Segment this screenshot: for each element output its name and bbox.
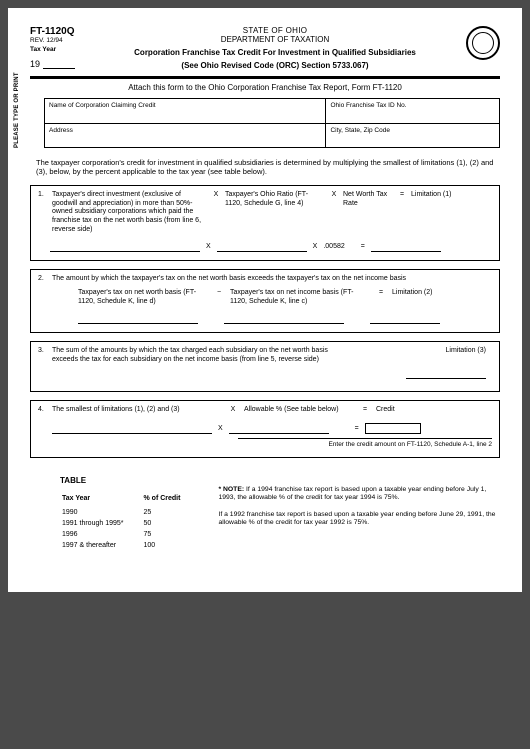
sec2-num: 2. bbox=[38, 275, 48, 284]
sec2-left: Taxpayer's tax on net worth basis (FT-11… bbox=[78, 289, 208, 307]
header-left: FT-1120Q REV. 12/94 Tax Year 19 bbox=[30, 26, 100, 70]
sec2-blank-1[interactable] bbox=[78, 315, 198, 324]
sec1-blank-2[interactable] bbox=[217, 243, 307, 252]
sec1-x1: X bbox=[211, 191, 221, 200]
sec1-ratio: Taxpayer's Ohio Ratio (FT-1120, Schedule… bbox=[225, 191, 325, 209]
sec1-x1b: X bbox=[206, 243, 211, 252]
sec1-lim: Limitation (1) bbox=[411, 191, 471, 200]
header-center: STATE OF OHIO DEPARTMENT OF TAXATION Cor… bbox=[100, 26, 450, 70]
sec4-enter: Enter the credit amount on FT-1120, Sche… bbox=[238, 438, 492, 449]
please-type-label: PLEASE TYPE OR PRINT bbox=[14, 72, 20, 148]
divider bbox=[30, 76, 500, 79]
sec4-allow: Allowable % (See table below) bbox=[244, 406, 354, 415]
sec3-blank[interactable] bbox=[406, 370, 486, 379]
notes: * NOTE: If a 1994 franchise tax report i… bbox=[218, 466, 500, 552]
note-1: If a 1994 franchise tax report is based … bbox=[218, 486, 486, 501]
attach-instruction: Attach this form to the Ohio Corporation… bbox=[30, 83, 500, 92]
sec1-x2: X bbox=[329, 191, 339, 200]
sec1-blank-1[interactable] bbox=[50, 243, 200, 252]
sec2-eq: = bbox=[374, 289, 388, 298]
dept-line: DEPARTMENT OF TAXATION bbox=[100, 35, 450, 44]
sec1-eq: = bbox=[397, 191, 407, 200]
year-19: 19 bbox=[30, 59, 40, 69]
form-title-1: Corporation Franchise Tax Credit For Inv… bbox=[100, 48, 450, 57]
form-page: PLEASE TYPE OR PRINT FT-1120Q REV. 12/94… bbox=[8, 8, 522, 592]
sec2-right: Taxpayer's tax on net income basis (FT-1… bbox=[230, 289, 370, 307]
sec4-text: The smallest of limitations (1), (2) and… bbox=[52, 406, 222, 415]
form-title-2: (See Ohio Revised Code (ORC) Section 573… bbox=[100, 61, 450, 70]
table-title: TABLE bbox=[60, 476, 200, 485]
sec3-text: The sum of the amounts by which the tax … bbox=[52, 347, 352, 365]
sec1-text: Taxpayer's direct investment (exclusive … bbox=[52, 191, 207, 235]
section-2: 2. The amount by which the taxpayer's ta… bbox=[30, 269, 500, 333]
sec2-blank-2[interactable] bbox=[224, 315, 344, 324]
tax-year-label: Tax Year bbox=[30, 46, 100, 53]
sec1-x2b: X bbox=[313, 243, 318, 252]
credit-table: TABLE Tax Year % of Credit 199025 1991 t… bbox=[60, 476, 200, 552]
sec1-eq2: = bbox=[361, 243, 365, 252]
sec2-text: The amount by which the taxpayer's tax o… bbox=[52, 275, 406, 284]
sec4-eq2: = bbox=[355, 425, 359, 434]
state-seal-icon bbox=[466, 26, 500, 60]
sec2-blank-3[interactable] bbox=[370, 315, 440, 324]
section-4: 4. The smallest of limitations (1), (2) … bbox=[30, 400, 500, 458]
sec4-num: 4. bbox=[38, 406, 48, 415]
table-h1: Tax Year bbox=[62, 493, 142, 506]
form-code: FT-1120Q bbox=[30, 26, 100, 37]
table-row: 1991 through 1995*50 bbox=[62, 519, 198, 528]
sec4-blank-2[interactable] bbox=[229, 425, 329, 434]
note-2: If a 1992 franchise tax report is based … bbox=[218, 511, 500, 528]
table-row: 1997 & thereafter100 bbox=[62, 541, 198, 550]
bottom-row: TABLE Tax Year % of Credit 199025 1991 t… bbox=[30, 466, 500, 552]
sec2-lim: Limitation (2) bbox=[392, 289, 462, 298]
sec4-credit: Credit bbox=[376, 406, 426, 415]
sec4-xb: X bbox=[218, 425, 223, 434]
note-star: * NOTE: bbox=[218, 486, 244, 493]
state-line: STATE OF OHIO bbox=[100, 26, 450, 35]
sec3-lim: Limitation (3) bbox=[356, 347, 492, 365]
sec1-num: 1. bbox=[38, 191, 48, 200]
header: FT-1120Q REV. 12/94 Tax Year 19 STATE OF… bbox=[30, 26, 500, 70]
table-row: 199675 bbox=[62, 530, 198, 539]
table-row: 199025 bbox=[62, 508, 198, 517]
intro-text: The taxpayer corporation's credit for in… bbox=[36, 158, 494, 177]
sec1-blank-3[interactable] bbox=[371, 243, 441, 252]
address-field[interactable]: Address bbox=[45, 123, 326, 147]
identity-box: Name of Corporation Claiming Credit Ohio… bbox=[44, 98, 500, 148]
section-1: 1. Taxpayer's direct investment (exclusi… bbox=[30, 185, 500, 261]
revision: REV. 12/94 bbox=[30, 37, 100, 44]
section-3: 3. The sum of the amounts by which the t… bbox=[30, 341, 500, 392]
sec4-blank-1[interactable] bbox=[52, 425, 212, 434]
year-input-line[interactable] bbox=[43, 68, 75, 69]
sec2-minus: − bbox=[212, 289, 226, 298]
franchise-id-field[interactable]: Ohio Franchise Tax ID No. bbox=[326, 99, 499, 123]
year-prefix: 19 bbox=[30, 59, 100, 69]
sec4-eq: = bbox=[358, 406, 372, 415]
sec1-networth: Net Worth Tax Rate bbox=[343, 191, 393, 209]
table-h2: % of Credit bbox=[144, 493, 199, 506]
sec3-num: 3. bbox=[38, 347, 48, 365]
header-right bbox=[450, 26, 500, 70]
sec4-x: X bbox=[226, 406, 240, 415]
city-field[interactable]: City, State, Zip Code bbox=[326, 123, 499, 147]
credit-amount-box[interactable] bbox=[365, 423, 421, 434]
corp-name-field[interactable]: Name of Corporation Claiming Credit bbox=[45, 99, 326, 123]
sec1-rate: .00582 bbox=[323, 243, 344, 252]
